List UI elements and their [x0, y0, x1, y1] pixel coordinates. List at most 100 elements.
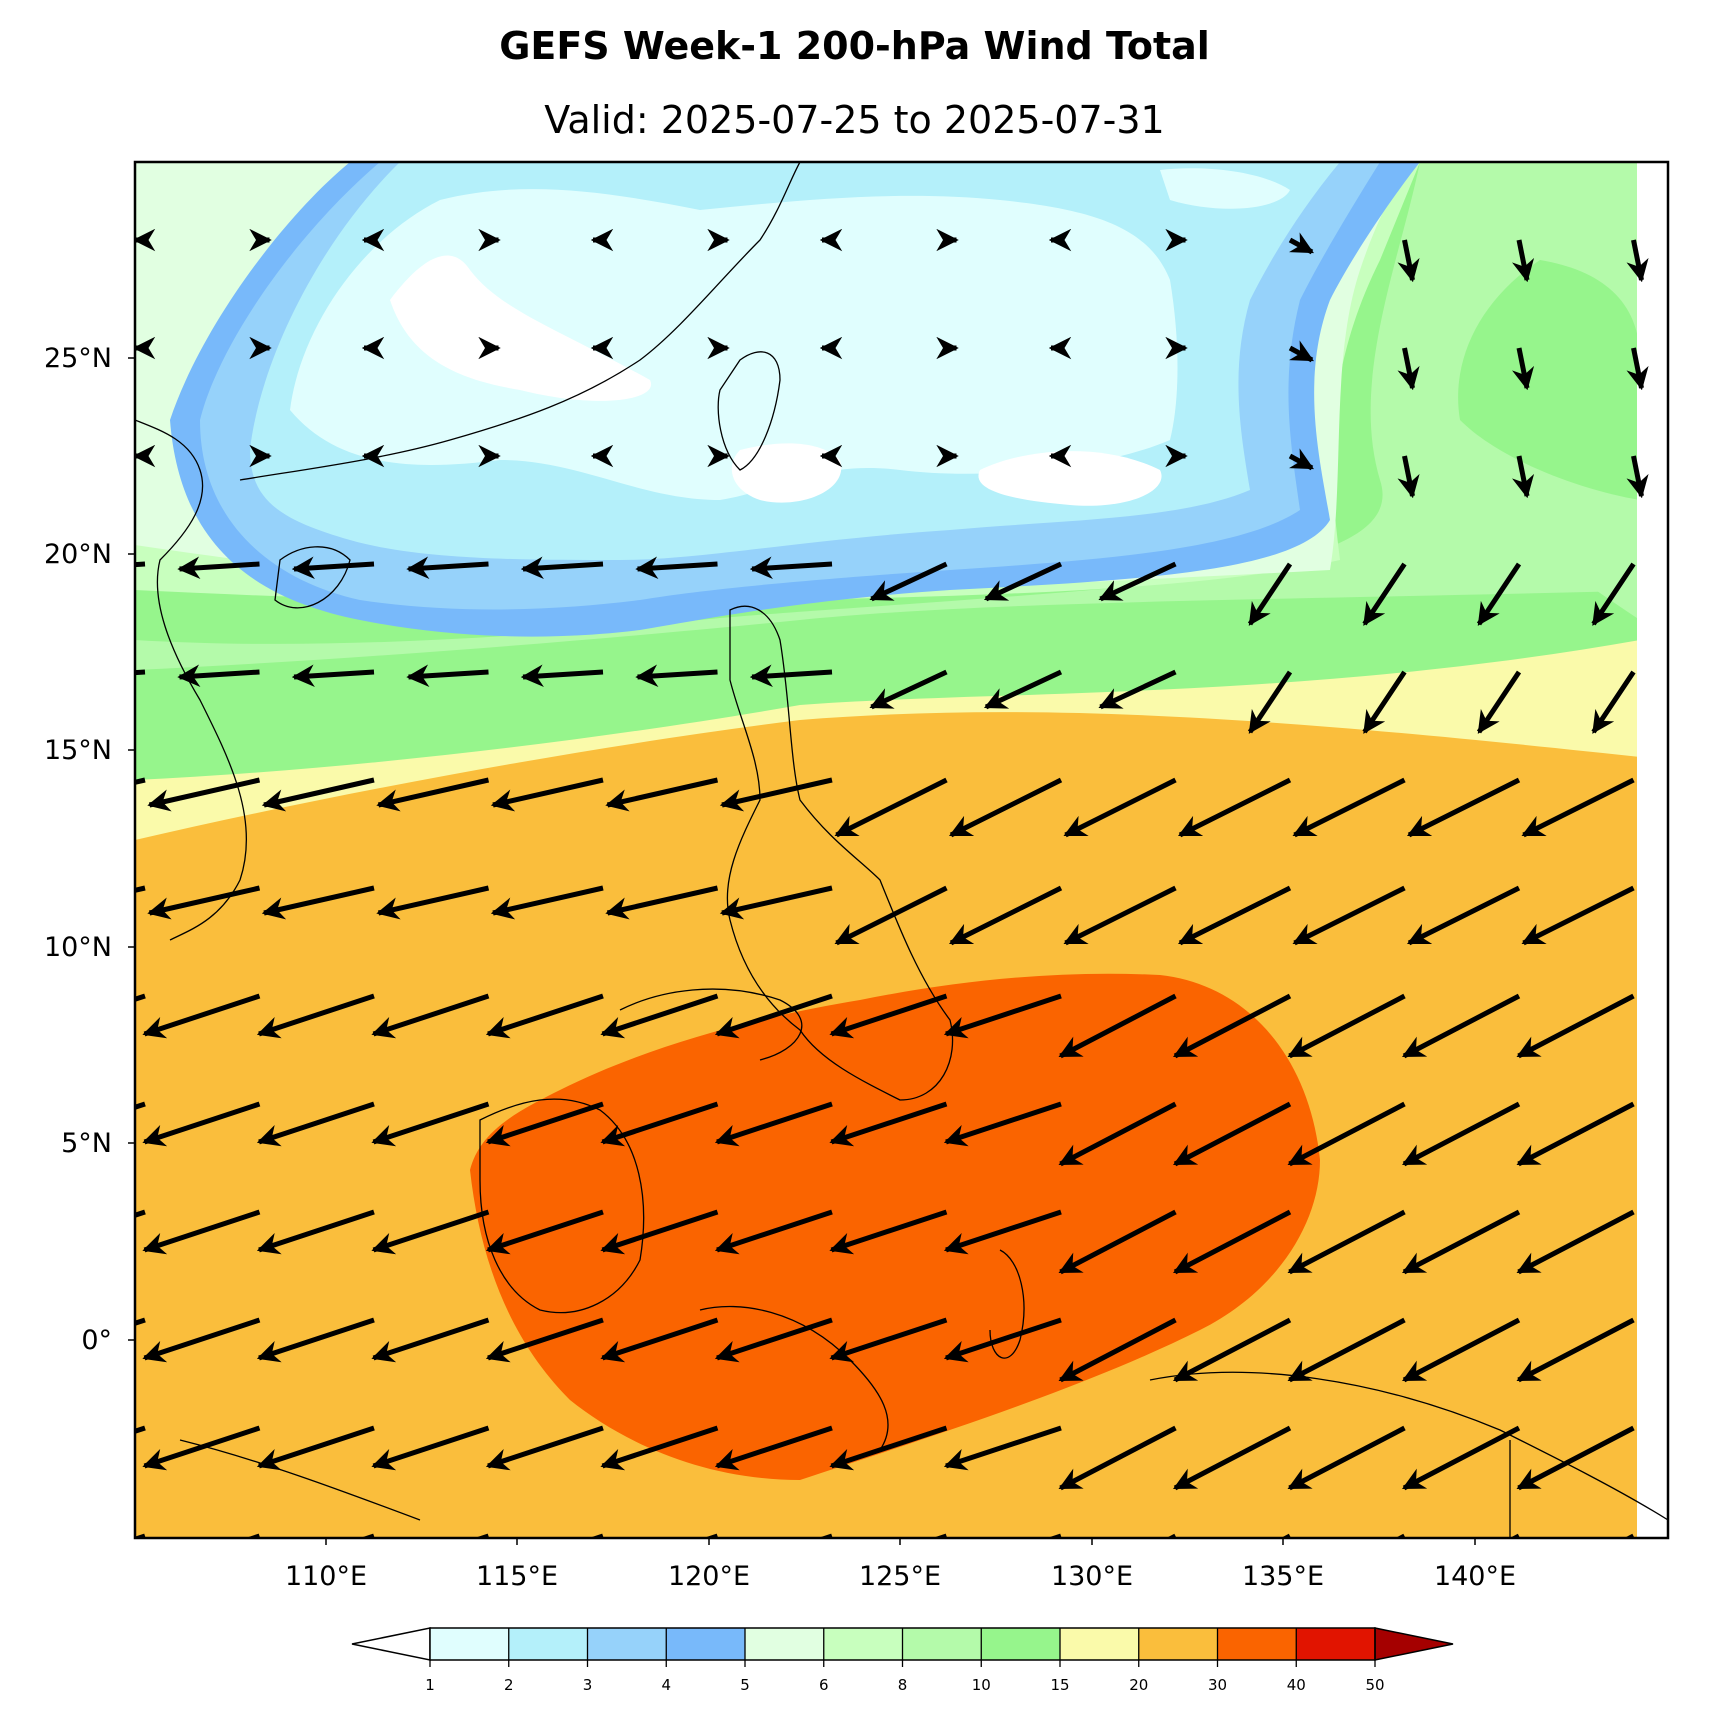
wind-vector: [1098, 669, 1177, 710]
wind-vector: [261, 777, 375, 812]
colorbar-cell: [1217, 1628, 1297, 1660]
wind-vector: [142, 1209, 261, 1255]
lat-label: 10°N: [44, 932, 112, 963]
wind-vector: [1046, 1533, 1062, 1538]
wind-vector: [1516, 1209, 1635, 1275]
wind-vector: [490, 777, 604, 812]
wind-vector: [1173, 1209, 1292, 1275]
wind-vectors: [135, 228, 1649, 1538]
colorbar-tick-label: 40: [1287, 1676, 1306, 1694]
lon-label: 140°E: [1434, 1561, 1516, 1592]
wind-vector: [485, 1209, 604, 1255]
colorbar-tick-label: 8: [898, 1676, 908, 1694]
colorbar-tick-label: 20: [1129, 1676, 1148, 1694]
wind-vector: [256, 1425, 375, 1471]
wind-vector: [1397, 347, 1420, 391]
wind-vector: [829, 1425, 948, 1471]
wind-vector: [135, 885, 146, 893]
wind-vector: [1516, 993, 1635, 1059]
wind-vector: [1591, 562, 1636, 626]
wind-vector: [714, 1101, 833, 1147]
colorbar-tick-label: 1: [425, 1676, 435, 1694]
wind-vector: [1288, 340, 1314, 363]
wind-vector: [1511, 455, 1535, 499]
wind-vector: [485, 1317, 604, 1363]
lat-label: 25°N: [44, 343, 112, 374]
wind-vector: [1521, 777, 1635, 838]
wind-vector: [1287, 993, 1406, 1059]
wind-vector: [829, 993, 948, 1039]
wind-vector: [177, 664, 260, 687]
lon-label: 110°E: [285, 1561, 367, 1592]
wind-vector: [1521, 885, 1635, 946]
wind-vector: [1476, 670, 1522, 734]
lat-label: 20°N: [44, 539, 112, 570]
colorbar-tick-label: 6: [819, 1676, 829, 1694]
wind-vector: [1173, 1317, 1292, 1383]
wind-vector: [719, 885, 833, 920]
wind-vector: [261, 885, 375, 920]
wind-vector: [1098, 561, 1177, 602]
wind-vector: [1287, 1317, 1406, 1383]
lon-label: 125°E: [859, 1561, 941, 1592]
lat-label: 5°N: [61, 1128, 112, 1159]
wind-vector: [1173, 993, 1292, 1059]
wind-vector: [1516, 1425, 1635, 1491]
wind-vector: [1288, 448, 1314, 471]
map-subtitle: Valid: 2025-07-25 to 2025-07-31: [544, 98, 1165, 142]
map-frame: [133, 160, 1670, 1540]
wind-vector: [1476, 562, 1522, 626]
wind-vector: [245, 1533, 261, 1538]
wind-vector: [1288, 232, 1314, 255]
wind-vector: [869, 561, 948, 602]
wind-vector: [1402, 993, 1521, 1059]
wind-speed-field: [135, 162, 1668, 1538]
wind-vector: [256, 993, 375, 1039]
wind-vector: [1402, 1317, 1521, 1383]
wind-vector: [605, 885, 719, 920]
wind-vector: [142, 1101, 261, 1147]
wind-vector: [371, 1209, 490, 1255]
wind-vector: [135, 669, 146, 676]
colorbar-cell: [902, 1628, 982, 1660]
colorbar-cell: [823, 1628, 903, 1660]
colorbar-cell: [430, 1628, 510, 1660]
wind-vector: [869, 669, 948, 710]
wind-vector: [834, 777, 948, 838]
wind-vector: [291, 556, 375, 579]
wind-vector: [485, 993, 604, 1039]
wind-vector: [1397, 239, 1420, 283]
wind-vector: [714, 1317, 833, 1363]
wind-vector: [520, 664, 604, 687]
wind-vector: [943, 1209, 1062, 1255]
wind-vector: [1626, 347, 1649, 391]
wind-vector: [1287, 1101, 1406, 1167]
wind-vector: [371, 1101, 490, 1147]
wind-vector: [1058, 993, 1177, 1059]
lat-label: 15°N: [44, 735, 112, 766]
wind-vector: [834, 885, 948, 946]
colorbar-cell: [508, 1628, 588, 1660]
colorbar-tick-label: 10: [972, 1676, 991, 1694]
wind-vector: [943, 993, 1062, 1039]
wind-vector: [600, 993, 719, 1039]
wind-vector: [943, 1317, 1062, 1363]
colorbar-cell: [981, 1628, 1061, 1660]
wind-vector: [635, 664, 718, 687]
wind-vector: [135, 1209, 146, 1218]
wind-vector: [829, 1209, 948, 1255]
wind-vector: [376, 885, 490, 920]
wind-vector: [829, 1317, 948, 1363]
wind-vector: [829, 1101, 948, 1147]
wind-vector: [983, 561, 1063, 602]
wind-vector: [485, 1425, 604, 1471]
wind-vector: [1058, 1101, 1177, 1167]
wind-vector: [600, 1209, 719, 1255]
map-title: GEFS Week-1 200-hPa Wind Total: [499, 24, 1210, 68]
wind-vector: [1516, 1317, 1635, 1383]
wind-vector: [1247, 562, 1293, 626]
wind-vector: [1397, 455, 1420, 499]
colorbar-tick-label: 30: [1208, 1676, 1227, 1694]
wind-vector: [520, 556, 604, 579]
wind-vector: [1287, 1425, 1406, 1491]
